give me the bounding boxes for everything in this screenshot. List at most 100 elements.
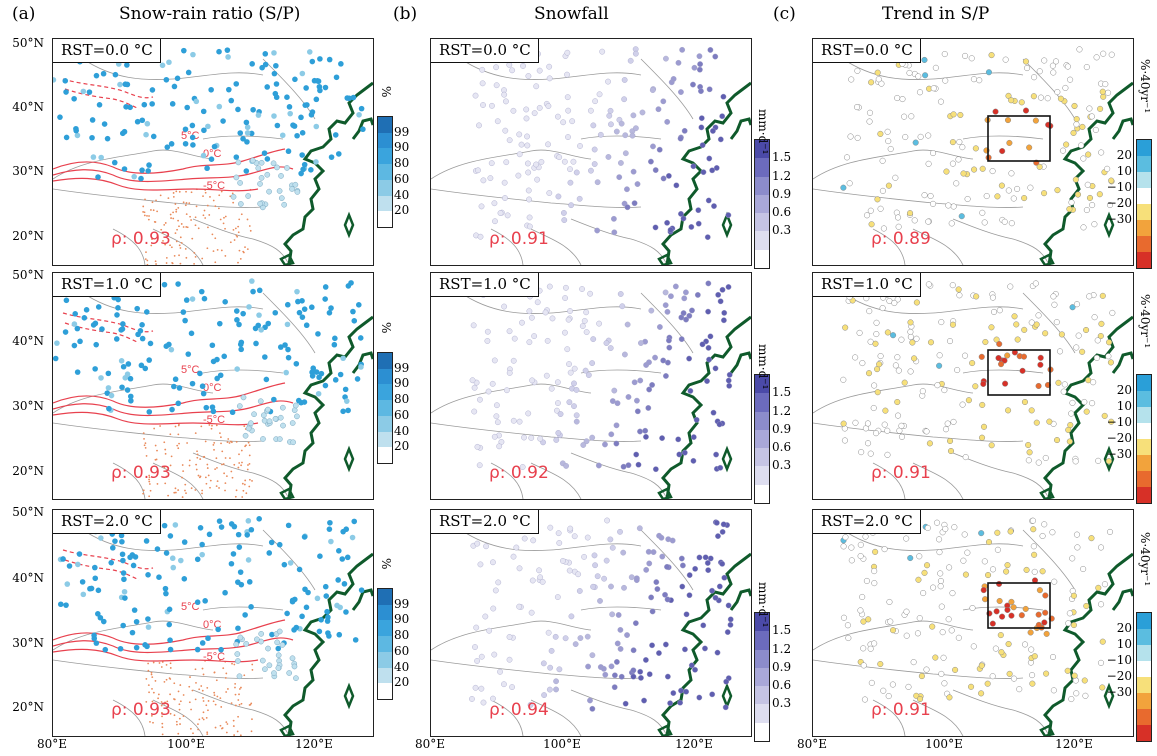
station-dot: [583, 438, 590, 445]
station-dot: [235, 658, 241, 664]
station-dot: [516, 151, 523, 158]
station-dot: [159, 62, 166, 69]
colorbar-ratio: [377, 588, 393, 700]
station-dot: [258, 175, 265, 181]
station-dot: [119, 551, 126, 558]
station-dot: [483, 543, 489, 550]
colorbar-tick: 0.6: [772, 205, 792, 220]
station-dot: [884, 427, 891, 434]
island: [721, 211, 733, 239]
colorbar-unit: %: [379, 558, 393, 570]
stipple-dot: [212, 444, 215, 446]
station-dot: [630, 112, 637, 119]
lon-label: 120°E: [1055, 737, 1093, 751]
station-dot: [182, 317, 188, 324]
station-dot: [208, 156, 215, 162]
station-dot: [317, 56, 323, 62]
colorbar-segment: [1137, 236, 1151, 252]
station-dot: [886, 598, 893, 606]
stipple-dot: [155, 199, 157, 202]
station-dot: [289, 186, 295, 192]
station-dot: [211, 143, 218, 150]
stipple-dot: [145, 455, 148, 457]
station-dot: [281, 561, 288, 568]
station-dot: [71, 342, 78, 349]
stipple-dot: [208, 424, 211, 426]
stipple-dot: [248, 454, 251, 457]
station-dot: [138, 175, 144, 182]
coastline: [283, 552, 373, 736]
station-dot: [98, 375, 104, 381]
stipple-dot: [172, 211, 175, 214]
station-dot: [1035, 611, 1042, 618]
station-dot: [616, 174, 623, 181]
station-dot: [637, 428, 643, 435]
lon-label: 100°E: [167, 737, 205, 751]
station-dot: [519, 464, 526, 470]
station-dot: [998, 649, 1005, 656]
stipple-dot: [237, 261, 239, 264]
station-dot: [992, 645, 999, 652]
station-dot: [664, 219, 670, 226]
border-line: [490, 699, 524, 736]
station-dot: [707, 333, 714, 340]
stipple-dot: [179, 723, 181, 725]
border-line: [962, 606, 1044, 611]
station-dot: [316, 83, 323, 90]
station-dot: [233, 308, 240, 314]
temperature-contour: [62, 312, 154, 333]
island: [343, 211, 355, 239]
station-dot: [646, 560, 653, 567]
station-dot: [544, 337, 551, 344]
stipple-dot: [216, 695, 219, 698]
station-dot: [596, 320, 602, 327]
station-dot: [1088, 535, 1095, 542]
station-dot: [936, 352, 943, 359]
lon-label: 120°E: [295, 737, 333, 751]
border-line: [580, 369, 662, 374]
stipple-dot: [236, 235, 239, 238]
station-dot: [198, 288, 205, 295]
station-dot: [1097, 544, 1105, 551]
stipple-dot: [173, 682, 176, 685]
station-dot: [1019, 367, 1026, 374]
station-dot: [303, 322, 310, 329]
stipple-dot: [249, 229, 252, 232]
stipple-dot: [222, 222, 225, 225]
station-dot: [649, 642, 655, 649]
station-dot: [867, 645, 874, 652]
border-line: [112, 228, 146, 265]
stipple-dot: [189, 215, 191, 218]
stipple-dot: [224, 255, 227, 257]
stipple-dot: [214, 261, 217, 264]
station-dot: [234, 366, 240, 372]
station-dot: [667, 700, 674, 707]
station-dot: [54, 340, 60, 346]
station-dot: [279, 404, 286, 411]
stipple-dot: [148, 478, 150, 481]
stipple-dot: [230, 702, 233, 705]
station-dot: [1095, 584, 1102, 591]
station-dot: [117, 645, 124, 652]
station-dot: [649, 608, 656, 615]
station-dot: [251, 411, 257, 418]
station-dot: [1097, 659, 1105, 666]
station-dot: [881, 421, 888, 428]
station-dot: [253, 340, 259, 347]
station-dot: [548, 647, 555, 654]
stipple-dot: [246, 218, 249, 221]
station-dot: [276, 188, 283, 194]
station-dot: [1099, 292, 1106, 299]
station-dot: [235, 625, 241, 632]
colorbar-tick: 20: [394, 675, 410, 690]
colorbar-tick: −20: [1106, 196, 1132, 210]
stipple-dot: [206, 731, 209, 734]
station-dot: [526, 308, 533, 315]
station-dot: [880, 225, 887, 232]
station-dot: [236, 544, 243, 550]
station-dot: [243, 119, 250, 126]
station-dot: [843, 154, 851, 161]
station-dot: [284, 165, 290, 171]
stipple-dot: [149, 489, 152, 492]
station-dot: [611, 672, 618, 679]
